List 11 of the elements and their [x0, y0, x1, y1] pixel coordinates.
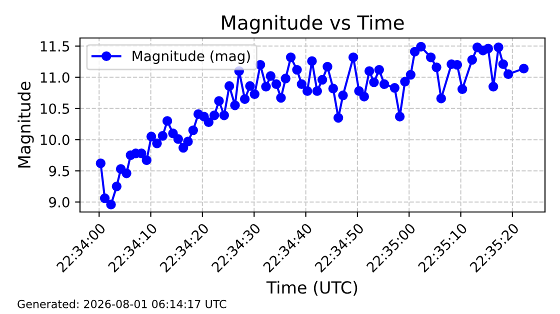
y-tick-label: 10.0: [40, 134, 70, 146]
y-tick-label: 10.5: [40, 103, 70, 114]
y-tick-label: 11.0: [40, 72, 70, 83]
y-tick-label: 11.5: [40, 41, 70, 52]
text: Generated: 2026-08-01 06:14:17 UTC: [18, 300, 226, 308]
y-tick-label: 9.5: [49, 166, 70, 176]
y-axis-title: Magnitude: [18, 82, 34, 168]
chart-title: Magnitude vs Time: [222, 14, 404, 34]
y-tick-label: 9.0: [49, 196, 70, 208]
legend-label: Magnitude (mag): [132, 50, 250, 64]
x-axis-title: Time (UTC): [266, 280, 358, 296]
